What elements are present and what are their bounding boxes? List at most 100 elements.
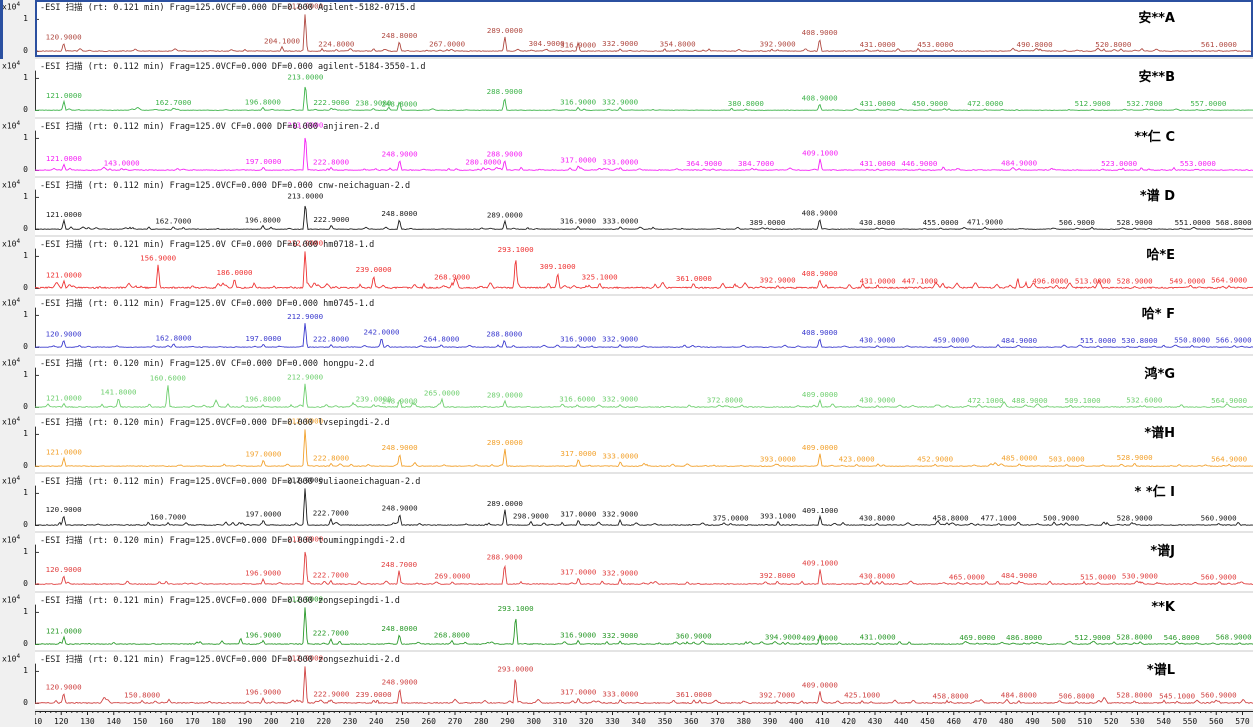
spectrum-panel-I[interactable]: x104 1 0 -ESI 扫描 (rt: 0.112 min) Frag=125.0… xyxy=(0,474,1253,534)
peak-label: 392.7000 xyxy=(759,690,795,699)
peak-label: 560.9000 xyxy=(1201,573,1237,582)
peak-label: 360.9000 xyxy=(676,631,712,640)
peak-label: 392.9000 xyxy=(760,40,796,49)
x-tick-label: 220 xyxy=(317,717,332,726)
spectrum-plot-L[interactable]: -ESI 扫描 (rt: 0.121 min) Frag=125.0VCF=0.… xyxy=(35,651,1253,711)
peak-label: 288.9000 xyxy=(487,149,523,158)
y-axis-gutter: x104 1 0 xyxy=(0,414,35,474)
x-tick-label: 410 xyxy=(815,717,830,726)
peak-label: 120.9000 xyxy=(46,682,82,691)
spectrum-plot-C[interactable]: -ESI 扫描 (rt: 0.112 min) Frag=125.0V CF=0… xyxy=(35,118,1253,178)
peak-label: 196.8000 xyxy=(245,215,281,224)
sample-label: *谱L xyxy=(1146,662,1175,678)
peak-label: 248.9000 xyxy=(382,677,418,686)
peak-label: 222.8000 xyxy=(313,335,349,344)
spectrum-header: -ESI 扫描 (rt: 0.112 min) Frag=125.0VCF=0.… xyxy=(40,62,426,73)
spectrum-plot-B[interactable]: -ESI 扫描 (rt: 0.112 min) Frag=125.0VCF=0.… xyxy=(35,59,1253,119)
x-tick-label: 480 xyxy=(999,717,1014,726)
x-axis-gutter-spacer xyxy=(0,711,35,727)
peak-label: 269.0000 xyxy=(434,572,470,581)
y-tick-0: 0 xyxy=(23,283,28,292)
spectrum-plot-I[interactable]: -ESI 扫描 (rt: 0.112 min) Frag=125.0VCF=0.… xyxy=(35,474,1253,534)
x-tick-label: 390 xyxy=(763,717,778,726)
peak-label: 121.0000 xyxy=(46,447,82,456)
spectrum-trace-J: 120.9000 196.9000 213.0000 222.7000 248.7000… xyxy=(35,535,1253,586)
spectrum-panel-K[interactable]: x104 1 0 -ESI 扫描 (rt: 0.121 min) Frag=125.0… xyxy=(0,592,1253,652)
spectrum-plot-F[interactable]: -ESI 扫描 (rt: 0.112 min) Frag=125.0V CF=0… xyxy=(35,296,1253,356)
x-tick-label: 120 xyxy=(54,717,69,726)
spectrum-panel-E[interactable]: x104 1 0 -ESI 扫描 (rt: 0.121 min) Frag=125.0… xyxy=(0,237,1253,297)
peak-label: 332.9000 xyxy=(602,631,638,640)
peak-label: 532.6000 xyxy=(1126,395,1162,404)
spectrum-plot-D[interactable]: -ESI 扫描 (rt: 0.112 min) Frag=125.0VCF=0.… xyxy=(35,177,1253,237)
peak-label: 513.0000 xyxy=(1075,276,1111,285)
spectrum-plot-J[interactable]: -ESI 扫描 (rt: 0.120 min) Frag=125.0VCF=0.… xyxy=(35,533,1253,593)
spectrum-panel-B[interactable]: x104 1 0 -ESI 扫描 (rt: 0.112 min) Frag=125.0… xyxy=(0,59,1253,119)
peak-label: 450.9000 xyxy=(912,99,948,108)
spectrum-panel-G[interactable]: x104 1 0 -ESI 扫描 (rt: 0.120 min) Frag=125.0… xyxy=(0,355,1253,415)
x-tick-label: 230 xyxy=(343,717,358,726)
x-tick-label: 350 xyxy=(658,717,673,726)
spectrum-plot-G[interactable]: -ESI 扫描 (rt: 0.120 min) Frag=125.0V CF=0… xyxy=(35,355,1253,415)
x-axis-scale: 110 120 130 140 150 160 170 180 190 200 210 220 230 2… xyxy=(35,711,1253,726)
spectrum-panel-A[interactable]: x104 1 0 -ESI 扫描 (rt: 0.121 min) Frag=125.0… xyxy=(0,0,1253,60)
spectrum-plot-K[interactable]: -ESI 扫描 (rt: 0.121 min) Frag=125.0VCF=0.… xyxy=(35,592,1253,652)
peak-label: 506.8000 xyxy=(1059,691,1095,700)
spectrum-panel-J[interactable]: x104 1 0 -ESI 扫描 (rt: 0.120 min) Frag=125.0… xyxy=(0,533,1253,593)
peak-label: 317.0000 xyxy=(560,568,596,577)
peak-label: 408.9000 xyxy=(802,28,838,37)
peak-label: 560.9000 xyxy=(1201,513,1237,522)
peak-label: 472.1000 xyxy=(967,396,1003,405)
peak-label: 393.0000 xyxy=(760,454,796,463)
y-tick-1: 1 xyxy=(23,310,28,320)
y-axis-gutter: x104 1 0 xyxy=(0,474,35,534)
peak-label: 566.9000 xyxy=(1216,336,1252,345)
peak-label: 289.0000 xyxy=(487,499,523,508)
x-tick-label: 240 xyxy=(369,717,384,726)
peak-label: 121.0000 xyxy=(46,626,82,635)
x-tick-label: 180 xyxy=(212,717,227,726)
y-axis-gutter: x104 1 0 xyxy=(0,237,35,297)
y-tick-0: 0 xyxy=(23,401,28,411)
peak-label: 472.0000 xyxy=(967,99,1003,108)
peak-label: 121.0000 xyxy=(46,91,82,100)
x-tick-label: 210 xyxy=(290,717,305,726)
x-tick-label: 170 xyxy=(185,717,200,726)
peak-label: 267.0000 xyxy=(429,40,465,49)
peak-label: 546.8000 xyxy=(1164,633,1200,642)
peak-label: 265.0000 xyxy=(424,388,460,397)
peak-label: 488.9000 xyxy=(1012,396,1048,405)
peak-label: 332.9000 xyxy=(602,510,638,519)
spectrum-panel-F[interactable]: x104 1 0 -ESI 扫描 (rt: 0.112 min) Frag=125.0… xyxy=(0,296,1253,356)
peak-label: 222.9000 xyxy=(313,98,349,107)
spectrum-panel-C[interactable]: x104 1 0 -ESI 扫描 (rt: 0.112 min) Frag=125.0… xyxy=(0,118,1253,178)
y-scale-label: x104 xyxy=(2,534,21,545)
spectrum-header: -ESI 扫描 (rt: 0.121 min) Frag=125.0VCF=0.… xyxy=(40,3,416,13)
spectrum-plot-E[interactable]: -ESI 扫描 (rt: 0.121 min) Frag=125.0V CF=0… xyxy=(35,237,1253,297)
peak-label: 431.0000 xyxy=(860,632,896,641)
y-tick-0: 0 xyxy=(23,223,28,233)
peak-label: 431.0000 xyxy=(860,159,896,168)
y-scale-label: x104 xyxy=(2,593,21,605)
peak-label: 121.0000 xyxy=(46,210,82,219)
peak-label: 316.9000 xyxy=(560,630,596,639)
x-tick-label: 300 xyxy=(527,717,542,726)
peak-label: 289.0000 xyxy=(487,26,523,35)
peak-label: 162.7000 xyxy=(155,216,191,225)
spectrum-trace-G: 121.0000 141.8000 160.6000 196.8000 212.9000… xyxy=(35,367,1253,408)
peak-label: 196.8000 xyxy=(245,98,281,107)
spectrum-plot-A[interactable]: -ESI 扫描 (rt: 0.121 min) Frag=125.0VCF=0.… xyxy=(35,0,1253,60)
peak-label: 409.0000 xyxy=(802,633,838,642)
y-tick-0: 0 xyxy=(23,105,28,115)
x-tick-label: 450 xyxy=(920,717,935,726)
spectrum-panel-L[interactable]: x104 1 0 -ESI 扫描 (rt: 0.121 min) Frag=125.0… xyxy=(0,651,1253,711)
y-tick-1: 1 xyxy=(23,132,28,142)
peak-label: 532.7000 xyxy=(1127,100,1163,109)
peak-label: 364.9000 xyxy=(686,159,722,168)
peak-label: 446.9000 xyxy=(901,159,937,168)
peak-label: 447.1000 xyxy=(902,276,938,285)
spectrum-plot-H[interactable]: -ESI 扫描 (rt: 0.120 min) Frag=125.0VCF=0.… xyxy=(35,414,1253,474)
spectrum-panel-H[interactable]: x104 1 0 -ESI 扫描 (rt: 0.120 min) Frag=125.0… xyxy=(0,414,1253,474)
spectrum-trace-F: 120.9000 162.8000 197.0000 212.9000 222.8000… xyxy=(35,307,1253,349)
spectrum-panel-D[interactable]: x104 1 0 -ESI 扫描 (rt: 0.112 min) Frag=125.0… xyxy=(0,177,1253,237)
